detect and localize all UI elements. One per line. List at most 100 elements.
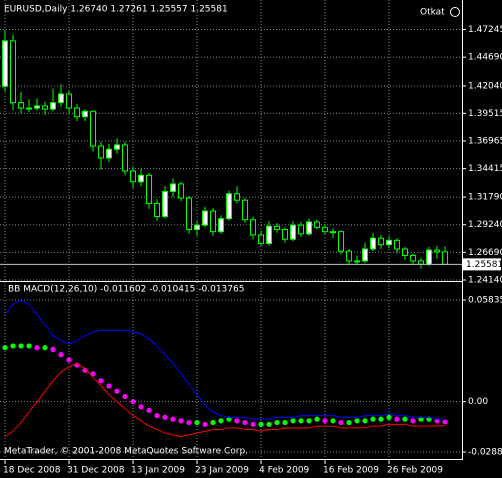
candle-body bbox=[210, 210, 216, 233]
macd-dot bbox=[58, 352, 64, 358]
candle-body bbox=[106, 148, 112, 159]
candle-body bbox=[90, 110, 96, 147]
candle-body bbox=[442, 251, 448, 265]
candle-body bbox=[370, 237, 376, 250]
candle-body bbox=[18, 102, 24, 109]
macd-dot bbox=[258, 421, 264, 427]
macd-dot bbox=[18, 343, 24, 349]
candle-body bbox=[98, 145, 104, 159]
macd-dot bbox=[98, 378, 104, 384]
macd-dot bbox=[298, 418, 304, 424]
macd-dot bbox=[82, 367, 88, 373]
macd-dot bbox=[178, 418, 184, 424]
candle-body bbox=[154, 202, 160, 217]
candle-body bbox=[130, 170, 136, 183]
macd-dot bbox=[250, 421, 256, 427]
macd-dot bbox=[106, 383, 112, 389]
macd-dot bbox=[210, 419, 216, 426]
macd-dot bbox=[162, 414, 168, 420]
y-tick-label: 0.00 bbox=[468, 397, 488, 407]
macd-dot bbox=[138, 404, 144, 410]
candle-body bbox=[34, 105, 40, 109]
macd-dot bbox=[154, 413, 160, 419]
current-price-label: 1.25581 bbox=[466, 260, 502, 270]
macd-dot bbox=[146, 407, 152, 413]
macd-dot bbox=[202, 421, 208, 427]
macd-dot bbox=[218, 418, 224, 424]
macd-dot bbox=[402, 416, 408, 422]
macd-dot bbox=[330, 418, 336, 424]
candle-body bbox=[114, 144, 120, 150]
macd-dot bbox=[114, 388, 120, 394]
candle-body bbox=[218, 218, 224, 233]
macd-dot bbox=[378, 416, 384, 422]
candle-body bbox=[274, 225, 280, 230]
macd-dot bbox=[234, 418, 240, 424]
x-tick-label: 16 Feb 2009 bbox=[323, 466, 379, 476]
macd-dot bbox=[10, 343, 16, 349]
candle-body bbox=[162, 191, 168, 217]
candle-body bbox=[138, 174, 144, 183]
y-tick-label: 1.36965 bbox=[468, 136, 502, 146]
candle-body bbox=[178, 183, 184, 199]
y-tick-label: 1.29240 bbox=[468, 220, 502, 230]
indicator-title: BB MACD(12,26,10) -0.011602 -0.010415 -0… bbox=[8, 285, 244, 295]
macd-dot bbox=[370, 416, 376, 422]
candle-body bbox=[314, 221, 320, 228]
x-tick-label: 4 Feb 2009 bbox=[259, 466, 310, 476]
candle-body bbox=[434, 249, 440, 253]
candle-body bbox=[410, 255, 416, 262]
candle-body bbox=[2, 40, 8, 87]
macd-dot bbox=[394, 416, 400, 422]
candle-body bbox=[402, 248, 408, 257]
candle-body bbox=[266, 225, 272, 245]
macd-dot bbox=[290, 418, 296, 424]
macd-dot bbox=[306, 418, 312, 424]
candle-body bbox=[186, 197, 192, 230]
candle-body bbox=[170, 183, 176, 193]
chart-title: EURUSD,Daily 1.26740 1.27261 1.25557 1.2… bbox=[4, 5, 228, 15]
candle-body bbox=[202, 210, 208, 226]
macd-dot bbox=[266, 421, 272, 427]
indicator-label: Otkat bbox=[420, 8, 445, 18]
candle-body bbox=[346, 250, 352, 262]
candle-body bbox=[306, 221, 312, 235]
x-tick-label: 23 Jan 2009 bbox=[195, 466, 249, 476]
y-tick-label: 1.31790 bbox=[468, 193, 502, 203]
candle-body bbox=[66, 93, 72, 109]
macd-dot bbox=[170, 416, 176, 422]
macd-dot bbox=[42, 345, 48, 351]
y-tick-label: 1.47245 bbox=[468, 25, 502, 35]
macd-dot bbox=[346, 419, 352, 426]
indicator-icon bbox=[450, 7, 460, 17]
macd-dot bbox=[362, 418, 368, 424]
macd-dot bbox=[386, 414, 392, 420]
y-tick-label: 1.42040 bbox=[468, 81, 502, 91]
candle-body bbox=[426, 249, 432, 265]
macd-dot bbox=[242, 419, 248, 426]
candle-body bbox=[298, 224, 304, 235]
candle-body bbox=[122, 144, 128, 172]
macd-dot bbox=[34, 345, 40, 351]
macd-dot bbox=[66, 357, 72, 363]
candle-body bbox=[250, 219, 256, 236]
candle-body bbox=[394, 239, 400, 250]
candle-body bbox=[418, 260, 424, 265]
macd-dot bbox=[322, 418, 328, 424]
candle-body bbox=[226, 193, 232, 220]
candle-body bbox=[322, 226, 328, 233]
y-tick-label: 1.24140 bbox=[468, 276, 502, 286]
macd-dot bbox=[90, 371, 96, 377]
y-tick-label: 0.05835 bbox=[468, 296, 502, 306]
macd-dot bbox=[442, 419, 448, 425]
candle-body bbox=[58, 93, 64, 104]
candle-body bbox=[82, 110, 88, 118]
macd-dot bbox=[50, 346, 56, 353]
candle-body bbox=[42, 105, 48, 110]
candle-body bbox=[386, 239, 392, 246]
current-price-box bbox=[463, 258, 501, 271]
y-tick-label: -0.02888 bbox=[468, 448, 502, 458]
macd-dot bbox=[194, 419, 200, 426]
macd-dot bbox=[282, 419, 288, 426]
